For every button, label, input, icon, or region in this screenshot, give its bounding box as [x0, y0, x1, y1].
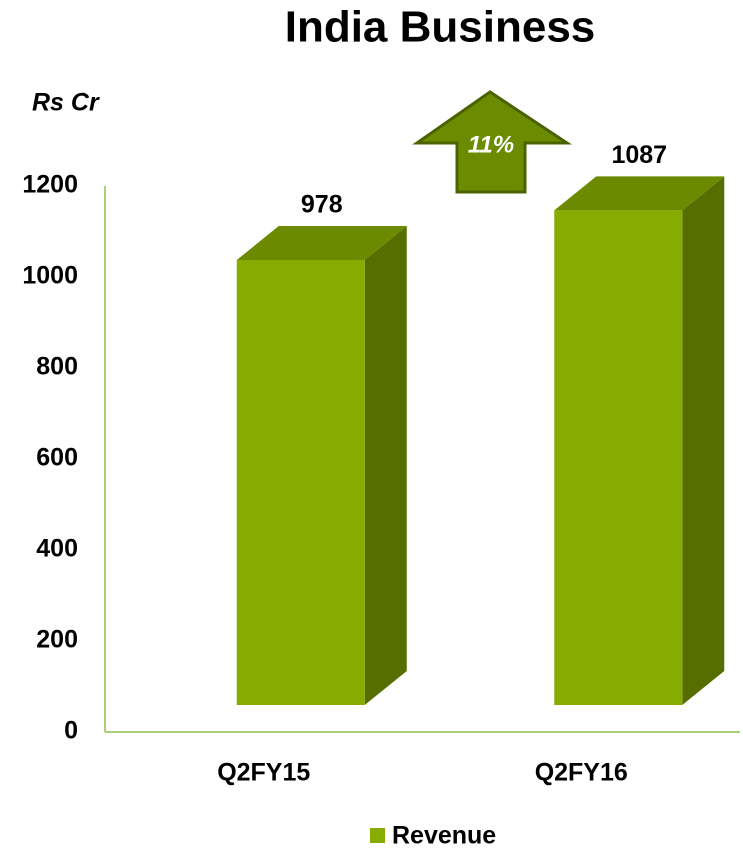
arrow-shape [412, 90, 572, 194]
bar-side [682, 176, 725, 706]
y-axis-label: Rs Cr [32, 89, 100, 117]
growth-arrow: 11% [412, 90, 572, 194]
y-tick-label: 1000 [22, 262, 78, 290]
x-tick-label: Q2FY16 [535, 759, 628, 787]
chart-title: India Business [285, 3, 596, 52]
y-tick-label: 1200 [22, 171, 78, 199]
legend-label: Revenue [392, 822, 496, 850]
bar-top [554, 176, 725, 211]
bar [554, 210, 683, 706]
x-tick-label: Q2FY15 [217, 759, 310, 787]
bar-side [364, 226, 407, 705]
y-tick-label: 0 [64, 717, 78, 745]
data-label: 1087 [611, 141, 667, 169]
data-label: 978 [301, 191, 343, 219]
annotation: 11% [468, 131, 514, 158]
y-tick-label: 600 [36, 444, 78, 472]
bar-top [236, 226, 407, 261]
y-tick-label: 200 [36, 626, 78, 654]
y-tick-label: 800 [36, 353, 78, 381]
bar [236, 260, 365, 705]
legend-swatch [370, 828, 385, 843]
y-tick-label: 400 [36, 535, 78, 563]
